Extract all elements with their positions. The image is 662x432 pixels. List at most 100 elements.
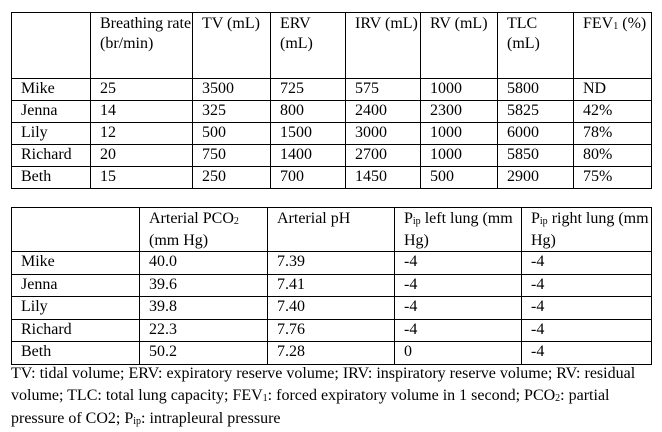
table-cell: 3000 — [345, 122, 421, 145]
table-cell: 20 — [90, 144, 193, 167]
table-cell: 800 — [270, 100, 346, 123]
table-cell: 6000 — [497, 122, 574, 145]
table-cell: 2400 — [345, 100, 421, 123]
row-label: Jenna — [11, 100, 91, 123]
table-cell: -4 — [521, 296, 652, 320]
table-cell: 80% — [573, 144, 652, 167]
table-cell: 7.40 — [267, 296, 395, 320]
table-row: Richard 22.3 7.76 -4 -4 — [11, 318, 652, 342]
table-row: Lily 39.8 7.40 -4 -4 — [11, 296, 652, 320]
header-main: Arterial PCO — [149, 210, 234, 227]
footnote-text: : partial pressure of CO2; P — [11, 386, 610, 428]
header-main: FEV — [583, 15, 614, 32]
table-cell: 725 — [270, 78, 346, 101]
row-label: Richard — [11, 318, 140, 342]
header-main: Arterial pH — [277, 210, 351, 227]
table-cell: 325 — [192, 100, 271, 123]
table-cell: -4 — [394, 318, 522, 342]
footnote-text: 1 — [262, 392, 268, 404]
header-sub: ip — [412, 216, 421, 227]
row-label: Richard — [11, 144, 91, 167]
table-cell: 2700 — [345, 144, 421, 167]
header-rest: (%) — [618, 15, 647, 32]
header-main: IRV (mL) — [355, 15, 418, 32]
header-main: ERV (mL) — [280, 15, 313, 52]
table-cell: 500 — [192, 122, 271, 145]
table-cell: 1500 — [270, 122, 346, 145]
column-header: Arterial pH — [267, 207, 395, 252]
column-header — [11, 12, 91, 79]
table-cell: 2900 — [497, 166, 574, 189]
header-sub: 1 — [613, 21, 619, 32]
column-header: Pip right lung (mm Hg) — [521, 207, 652, 252]
header-main: TLC (mL) — [507, 15, 540, 52]
column-header: TV (mL) — [192, 12, 271, 79]
table-cell: -4 — [521, 318, 652, 342]
table-cell: 15 — [90, 166, 193, 189]
table-cell: 14 — [90, 100, 193, 123]
header-sub: 2 — [233, 216, 239, 227]
table-cell: 1000 — [420, 144, 498, 167]
table-cell: 40.0 — [139, 251, 268, 275]
table-cell: -4 — [521, 251, 652, 275]
row-label: Lily — [11, 122, 91, 145]
table-cell: 1000 — [420, 122, 498, 145]
table-cell: 750 — [192, 144, 271, 167]
header-rest: (mm Hg) — [149, 232, 209, 249]
table-cell: -4 — [521, 341, 652, 365]
header-row: Arterial PCO2 (mm Hg) Arterial pH Pip left… — [11, 207, 652, 252]
footnote: TV: tidal volume; ERV: expiratory reserv… — [11, 363, 656, 432]
column-header: FEV1 (%) — [573, 12, 652, 79]
table-row: Beth 15 250 700 1450 500 2900 75% — [11, 166, 652, 189]
table-row: Jenna 14 325 800 2400 2300 5825 42% — [11, 100, 652, 123]
table-row: Richard 20 750 1400 2700 1000 5850 80% — [11, 144, 652, 167]
header-rest: right lung (mm Hg) — [531, 210, 649, 249]
table-cell: -4 — [521, 273, 652, 297]
header-main: TV (mL) — [202, 15, 260, 32]
column-header: RV (mL) — [420, 12, 498, 79]
lung-volumes-table: Breathing rate (br/min) TV (mL) ERV (mL) IR… — [11, 12, 652, 189]
table-cell: 5850 — [497, 144, 574, 167]
table-cell: 7.41 — [267, 273, 395, 297]
table-cell: 42% — [573, 100, 652, 123]
footnote-text: TV: tidal volume; ERV: expiratory reserv… — [11, 365, 636, 404]
table-row: Mike 25 3500 725 575 1000 5800 ND — [11, 78, 652, 101]
table-row: Jenna 39.6 7.41 -4 -4 — [11, 273, 652, 297]
table-cell: 2300 — [420, 100, 498, 123]
column-header: TLC (mL) — [497, 12, 574, 79]
header-rest: left lung (mm Hg) — [404, 210, 513, 249]
blood-gas-pressure-table: Arterial PCO2 (mm Hg) Arterial pH Pip left… — [11, 207, 652, 365]
row-label: Jenna — [11, 273, 140, 297]
table-row: Beth 50.2 7.28 0 -4 — [11, 341, 652, 365]
table-cell: ND — [573, 78, 652, 101]
table-cell: 75% — [573, 166, 652, 189]
table-cell: 50.2 — [139, 341, 268, 365]
column-header: Breathing rate (br/min) — [90, 12, 193, 79]
table-cell: 1450 — [345, 166, 421, 189]
table-cell: 7.39 — [267, 251, 395, 275]
header-row: Breathing rate (br/min) TV (mL) ERV (mL) IR… — [11, 12, 652, 79]
table-cell: 7.76 — [267, 318, 395, 342]
table-cell: 0 — [394, 341, 522, 365]
header-main: Breathing rate (br/min) — [100, 15, 192, 52]
row-label: Mike — [11, 78, 91, 101]
table-cell: 5825 — [497, 100, 574, 123]
footnote-text: ip — [133, 416, 141, 427]
table-cell: 25 — [90, 78, 193, 101]
table-cell: 1400 — [270, 144, 346, 167]
table-cell: 12 — [90, 122, 193, 145]
footnote-text: 2 — [555, 392, 561, 404]
column-header: Pip left lung (mm Hg) — [394, 207, 522, 252]
table-cell: 575 — [345, 78, 421, 101]
table-cell: 22.3 — [139, 318, 268, 342]
header-main: P — [404, 210, 413, 227]
table-cell: 7.28 — [267, 341, 395, 365]
header-main: P — [531, 210, 540, 227]
column-header: ERV (mL) — [270, 12, 346, 79]
row-label: Lily — [11, 296, 140, 320]
footnote-text: : forced expiratory volume in 1 second; … — [267, 386, 556, 404]
table-cell: 5800 — [497, 78, 574, 101]
header-main: RV (mL) — [430, 15, 488, 32]
row-label: Beth — [11, 166, 91, 189]
column-header: IRV (mL) — [345, 12, 421, 79]
